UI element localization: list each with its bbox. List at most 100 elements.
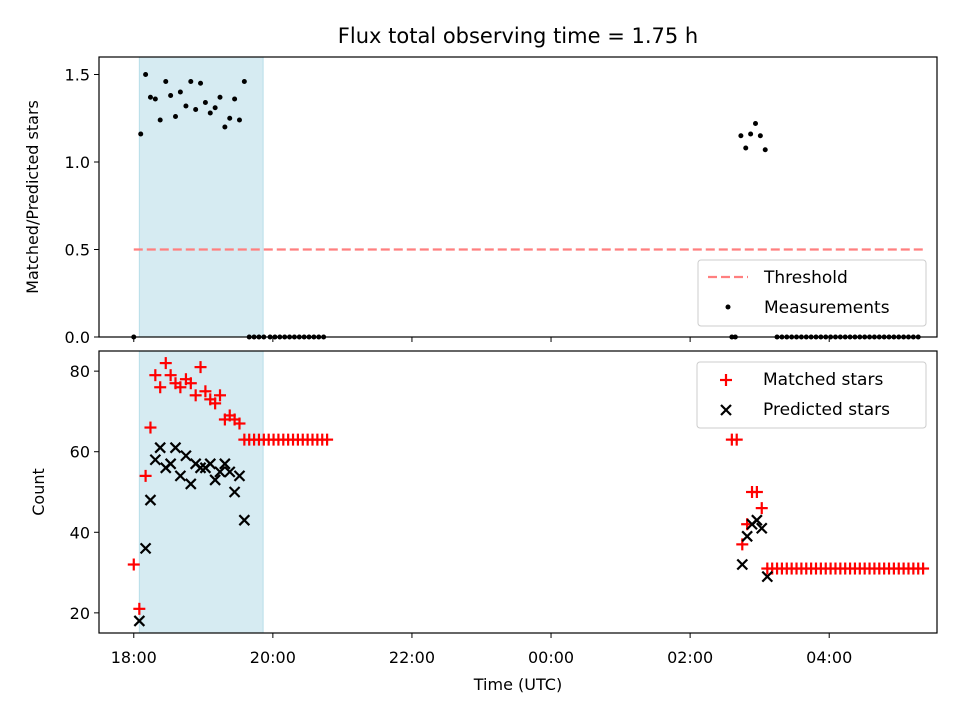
- matched-star-point: [189, 389, 202, 402]
- measurement-point: [183, 103, 189, 109]
- top-y-tick-label: 1.0: [65, 153, 90, 172]
- predicted-star-point: [139, 542, 152, 555]
- bottom-y-tick-label: 60: [70, 443, 90, 462]
- predicted-star-point: [238, 514, 251, 526]
- bottom-x-tick-label: 22:00: [389, 648, 435, 667]
- measurement-point: [222, 124, 228, 130]
- matched-star-point: [127, 558, 140, 571]
- chart-title: Flux total observing time = 1.75 h: [338, 24, 698, 48]
- matched-star-point: [917, 562, 930, 575]
- bottom-y-axis-label: Count: [29, 468, 48, 516]
- predicted-star-point: [154, 441, 166, 454]
- predicted-star-point: [228, 486, 241, 498]
- predicted-star-point: [223, 466, 236, 478]
- top-axes: 0.0 0.5 1.0 1.5: [65, 66, 830, 347]
- matched-star-point: [139, 469, 152, 482]
- bottom-y-tick-label: 80: [70, 362, 90, 381]
- predicted-star-point: [164, 458, 177, 470]
- x-axis-label: Time (UTC): [473, 675, 562, 694]
- top-plot-frame: [98, 56, 938, 338]
- bottom-x-tick-label: 20:00: [250, 648, 296, 667]
- legend-measurements-swatch: [725, 304, 731, 310]
- measurement-point: [212, 105, 218, 111]
- matched-star-points: [127, 357, 930, 615]
- matched-star-point: [233, 417, 246, 430]
- predicted-star-point: [219, 458, 231, 470]
- matched-star-point: [321, 433, 334, 446]
- matched-star-point: [730, 433, 743, 446]
- bottom-legend-box: [696, 361, 927, 429]
- measurement-point: [762, 147, 768, 153]
- measurement-point: [757, 133, 763, 139]
- matched-star-point: [133, 602, 146, 615]
- matched-star-point: [755, 502, 768, 515]
- matched-star-point: [159, 357, 172, 370]
- measurement-point: [152, 96, 158, 102]
- bottom-x-tick-label: 00:00: [528, 648, 574, 667]
- predicted-star-point: [149, 453, 162, 466]
- predicted-star-point: [751, 514, 763, 526]
- top-y-tick-label: 0.0: [65, 328, 90, 347]
- predicted-star-point: [194, 462, 207, 474]
- legend-measurements-label: Measurements: [764, 298, 890, 318]
- top-y-axis-label: Matched/Predicted stars: [23, 100, 42, 294]
- measurement-point: [193, 107, 199, 112]
- predicted-star-point: [133, 615, 146, 627]
- predicted-star-point: [144, 494, 157, 506]
- measurement-point: [157, 117, 163, 123]
- bottom-y-tick-label: 20: [70, 604, 90, 623]
- measurement-point: [748, 131, 754, 137]
- predicted-star-point: [741, 530, 753, 543]
- bottom-x-tick-label: 04:00: [806, 648, 852, 667]
- bottom-shaded-interval: [138, 350, 264, 634]
- predicted-star-point: [233, 470, 246, 482]
- matched-star-point: [184, 377, 197, 390]
- legend-threshold-label: Threshold: [763, 268, 848, 288]
- bottom-axes: 20 40 60 80 18:00 20:00 22:00 00:00 02:00 04:00: [70, 362, 853, 667]
- predicted-star-point: [204, 458, 217, 470]
- measurement-point: [188, 79, 194, 84]
- predicted-star-point: [214, 466, 226, 478]
- matched-star-point: [154, 381, 167, 394]
- bottom-x-tick-label: 18:00: [111, 648, 157, 667]
- bottom-plot-frame: [98, 350, 938, 634]
- matched-star-point: [214, 389, 227, 402]
- bottom-x-tick-label: 02:00: [667, 648, 713, 667]
- legend-predicted-swatch: [720, 404, 732, 416]
- legend-matched-swatch: [720, 374, 732, 386]
- bottom-legend: Matched stars Predicted stars: [696, 361, 927, 429]
- predicted-star-point: [209, 474, 221, 486]
- matched-star-point: [144, 421, 157, 434]
- top-shaded-interval: [138, 56, 264, 338]
- matched-star-point: [174, 381, 187, 394]
- bottom-y-tick-label: 40: [70, 523, 90, 542]
- top-legend-box: [697, 259, 927, 327]
- predicted-star-points: [133, 441, 774, 627]
- measurement-point: [738, 133, 744, 139]
- legend-matched-label: Matched stars: [763, 370, 883, 390]
- measurement-point: [207, 110, 213, 116]
- measurement-point: [202, 100, 208, 105]
- measurement-point: [143, 72, 149, 77]
- predicted-star-point: [185, 478, 197, 490]
- measurement-point: [172, 114, 178, 119]
- predicted-star-point: [755, 522, 768, 535]
- top-y-tick-label: 0.5: [65, 241, 90, 260]
- matched-star-point: [164, 369, 177, 382]
- measurement-point: [147, 94, 153, 100]
- measurement-point: [752, 121, 758, 126]
- legend-predicted-label: Predicted stars: [763, 400, 890, 420]
- predicted-star-point: [174, 470, 187, 482]
- measurement-point: [743, 145, 749, 151]
- predicted-star-point: [169, 441, 182, 454]
- measurement-point: [177, 89, 183, 95]
- matched-star-point: [750, 486, 763, 498]
- top-legend: Threshold Measurements: [697, 259, 927, 327]
- matched-star-point: [194, 361, 207, 374]
- predicted-star-point: [761, 570, 774, 583]
- measurement-point: [217, 94, 223, 100]
- top-panel: 0.0 0.5 1.0 1.5 Matched/Predicted stars Thr…: [23, 56, 938, 347]
- predicted-star-point: [180, 449, 192, 462]
- predicted-star-point: [736, 558, 749, 571]
